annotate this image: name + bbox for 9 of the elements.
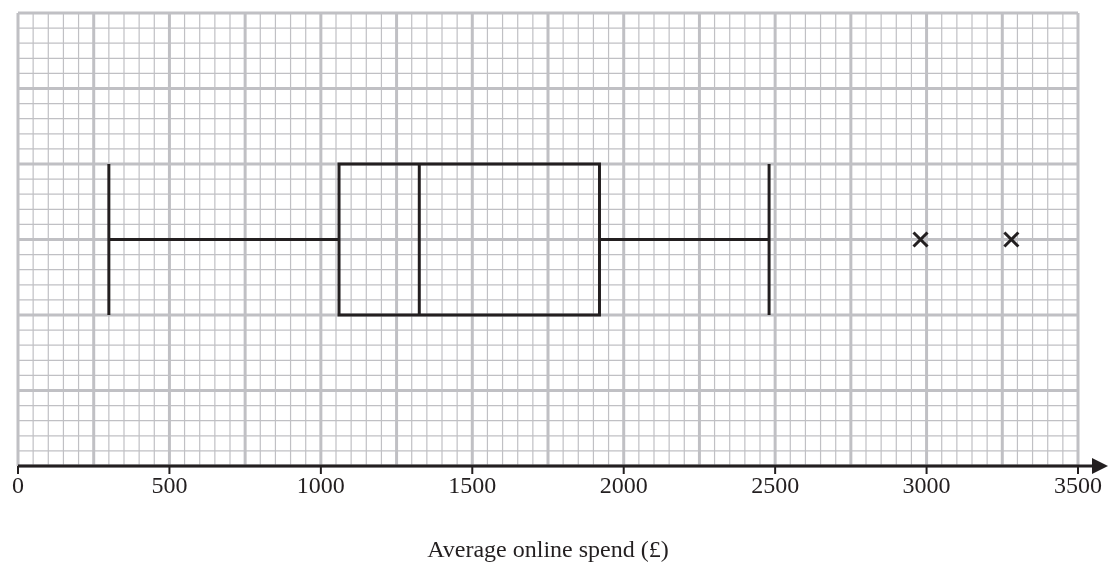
x-tick-label: 0	[12, 472, 24, 499]
x-tick-label: 2000	[599, 472, 648, 499]
x-axis-title: Average online spend (£)	[427, 536, 669, 562]
x-tick-label: 3500	[1054, 472, 1102, 499]
x-tick-label: 3000	[902, 472, 951, 499]
x-tick-label: 1000	[296, 472, 345, 499]
x-tick-label: 500	[151, 472, 188, 499]
x-tick-label: 2500	[751, 472, 800, 499]
x-tick-label: 1500	[448, 472, 497, 499]
